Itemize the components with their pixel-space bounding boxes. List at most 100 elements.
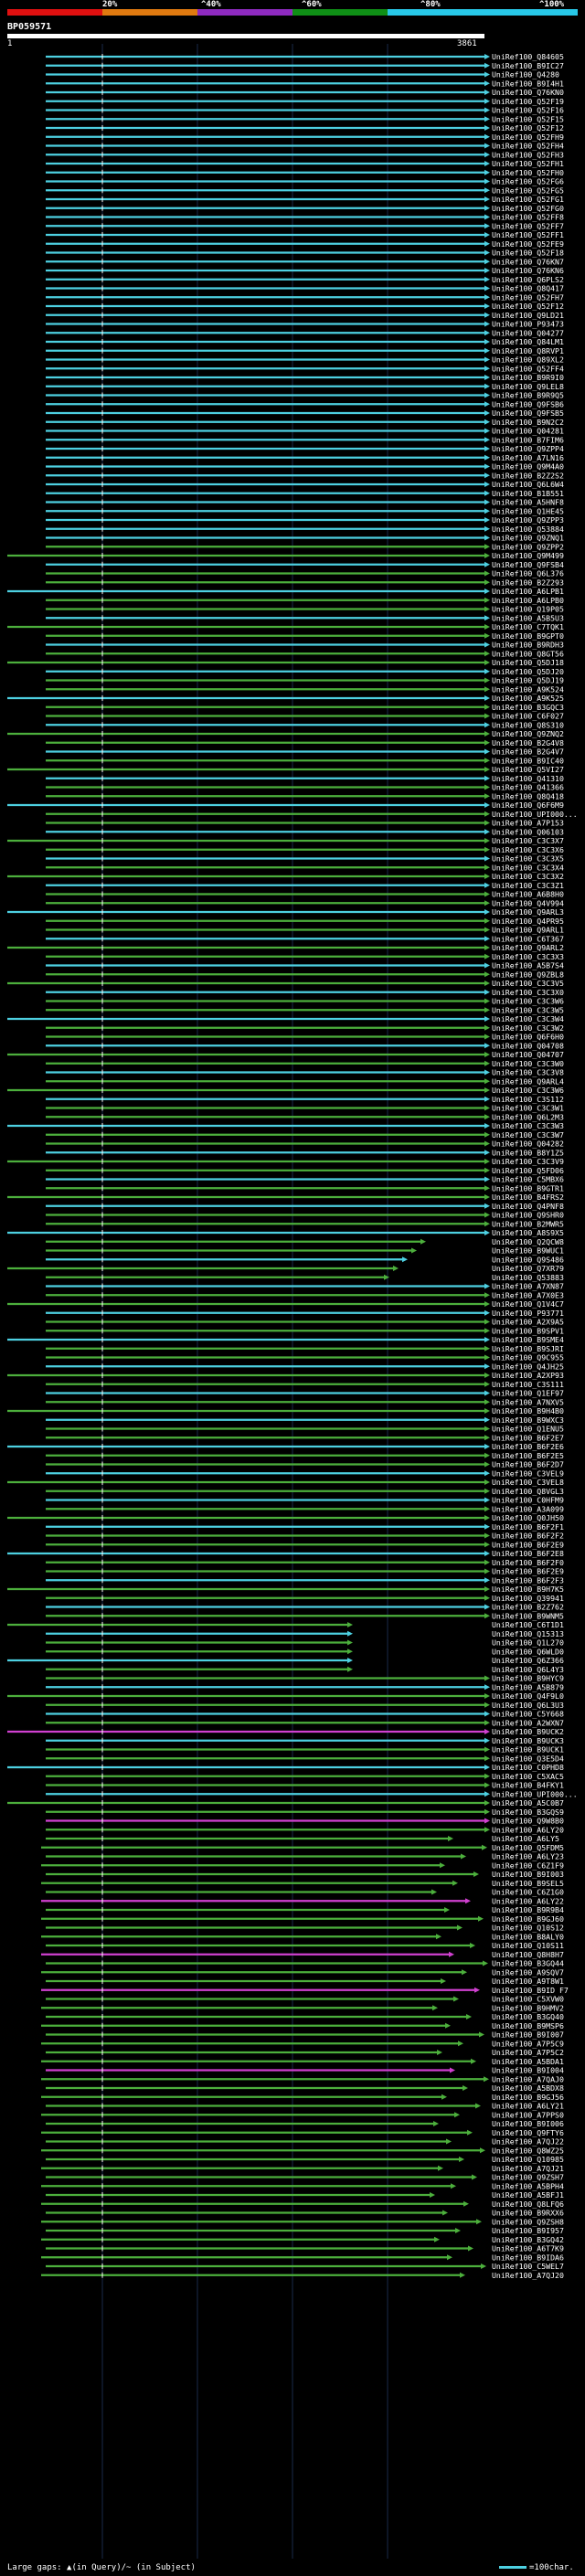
hit-label[interactable]: UniRef100_Q9FSB4	[492, 560, 564, 569]
hit-row[interactable]: UniRef100_Q52FH0	[46, 168, 564, 177]
hit-row[interactable]: UniRef100_C3C3W7	[46, 1130, 564, 1140]
hit-row[interactable]: UniRef100_B9R9Q5	[46, 391, 564, 400]
hit-row[interactable]: UniRef100_Q52F12	[46, 123, 564, 133]
hit-row[interactable]: UniRef100_B9IC40	[46, 756, 564, 765]
hit-label[interactable]: UniRef100_B9WNM5	[492, 1611, 564, 1620]
hit-row[interactable]: UniRef100_B9N2C2	[46, 418, 564, 427]
hit-row[interactable]: UniRef100_Q10S12	[46, 1924, 564, 1933]
hit-label[interactable]: UniRef100_B3GQ44	[492, 1959, 564, 1968]
hit-row[interactable]: UniRef100_B9RXX6	[46, 2209, 564, 2218]
hit-row[interactable]: UniRef100_B6F2E8	[7, 1549, 564, 1558]
hit-row[interactable]: UniRef100_Q1ENU5	[46, 1425, 564, 1434]
hit-label[interactable]: UniRef100_C3C3V8	[492, 1068, 564, 1077]
hit-label[interactable]: UniRef100_B9R9I0	[492, 373, 564, 382]
hit-row[interactable]: UniRef100_A7P5C2	[46, 2048, 564, 2057]
hit-row[interactable]: UniRef100_Q4JH25	[46, 1362, 564, 1371]
hit-label[interactable]: UniRef100_B9I004	[492, 2066, 564, 2075]
hit-label[interactable]: UniRef100_Q52FF8	[492, 213, 564, 222]
hit-label[interactable]: UniRef100_B9SEL5	[492, 1879, 564, 1888]
hit-label[interactable]: UniRef100_B9UCK3	[492, 1736, 564, 1745]
hit-label[interactable]: UniRef100_A2WXN7	[492, 1718, 564, 1727]
hit-row[interactable]: UniRef100_Q6L3U3	[46, 1701, 564, 1710]
hit-row[interactable]: UniRef100_A7NXV5	[46, 1397, 564, 1406]
hit-row[interactable]: UniRef100_Q84LM1	[46, 337, 564, 346]
hit-row[interactable]: UniRef100_Q52F15	[46, 114, 564, 123]
hit-row[interactable]: UniRef100_C3C3V8	[46, 1068, 564, 1077]
hit-row[interactable]: UniRef100_A2XP93	[7, 1371, 564, 1380]
hit-label[interactable]: UniRef100_B2G4V7	[492, 747, 564, 757]
hit-label[interactable]: UniRef100_C3C3W3	[492, 1121, 564, 1130]
hit-label[interactable]: UniRef100_Q52FH7	[492, 292, 564, 302]
hit-label[interactable]: UniRef100_Q52FG6	[492, 177, 564, 186]
hit-row[interactable]: UniRef100_A6LY22	[41, 1896, 564, 1905]
hit-label[interactable]: UniRef100_B9I007	[492, 2030, 564, 2040]
hit-row[interactable]: UniRef100_Q10985	[46, 2155, 564, 2164]
hit-label[interactable]: UniRef100_B9R9Q5	[492, 391, 564, 400]
hit-row[interactable]: UniRef100_B9WNM5	[46, 1611, 564, 1620]
hit-row[interactable]: UniRef100_A5B5U3	[46, 613, 564, 622]
hit-label[interactable]: UniRef100_Q19P05	[492, 605, 564, 614]
hit-row[interactable]: UniRef100_A5BFJ1	[46, 2190, 564, 2200]
hit-row[interactable]: UniRef100_C7TQK1	[7, 622, 564, 631]
hit-label[interactable]: UniRef100_P93771	[492, 1309, 564, 1318]
hit-row[interactable]: UniRef100_C3C3V9	[7, 1157, 564, 1166]
hit-label[interactable]: UniRef100_B9HYC9	[492, 1674, 564, 1683]
hit-row[interactable]: UniRef100_Q76KN7	[46, 257, 564, 266]
hit-label[interactable]: UniRef100_Q9LD21	[492, 311, 564, 320]
hit-row[interactable]: UniRef100_B8Y1Z5	[46, 1148, 564, 1157]
hit-row[interactable]: UniRef100_A2WXN7	[46, 1718, 564, 1727]
hit-label[interactable]: UniRef100_Q6L376	[492, 569, 564, 578]
hit-label[interactable]: UniRef100_A7NXV5	[492, 1397, 564, 1406]
hit-row[interactable]: UniRef100_B3GQ40	[46, 2012, 564, 2021]
hit-row[interactable]: UniRef100_Q9ZSH7	[46, 2173, 564, 2182]
hit-label[interactable]: UniRef100_UPI000...	[492, 810, 578, 819]
hit-label[interactable]: UniRef100_Q76KN7	[492, 257, 564, 266]
hit-row[interactable]: UniRef100_B6F2F3	[46, 1575, 564, 1585]
hit-label[interactable]: UniRef100_A6LPB1	[492, 587, 564, 596]
hit-label[interactable]: UniRef100_Q52F12	[492, 123, 564, 133]
hit-label[interactable]: UniRef100_Q1ENU5	[492, 1425, 564, 1434]
hit-row[interactable]: UniRef100_A6B8H0	[46, 890, 564, 899]
hit-label[interactable]: UniRef100_Q52FG0	[492, 204, 564, 213]
hit-label[interactable]: UniRef100_C3S112	[492, 1095, 564, 1104]
hit-label[interactable]: UniRef100_C5WEL7	[492, 2262, 564, 2271]
hit-row[interactable]: UniRef100_A6LY23	[46, 1852, 564, 1861]
hit-label[interactable]: UniRef100_C3C3W7	[492, 1130, 564, 1140]
hit-row[interactable]: UniRef100_B6F2E6	[7, 1442, 564, 1451]
hit-label[interactable]: UniRef100_Q5VI27	[492, 765, 564, 774]
hit-row[interactable]: UniRef100_Q4F9L0	[7, 1691, 564, 1701]
hit-row[interactable]: UniRef100_Q8RVP1	[46, 346, 564, 355]
hit-label[interactable]: UniRef100_A5BPH4	[492, 2181, 564, 2190]
hit-row[interactable]: UniRef100_Q84605	[46, 52, 564, 61]
hit-row[interactable]: UniRef100_B9GPT0	[46, 631, 564, 641]
hit-label[interactable]: UniRef100_Q9M4A0	[492, 462, 564, 472]
hit-label[interactable]: UniRef100_B9UCK1	[492, 1745, 564, 1754]
hit-label[interactable]: UniRef100_B3GQS9	[492, 1807, 564, 1817]
hit-label[interactable]: UniRef100_Q8S310	[492, 720, 564, 729]
hit-row[interactable]: UniRef100_Q04282	[46, 1140, 564, 1149]
hit-row[interactable]: UniRef100_C5MBX6	[46, 1175, 564, 1184]
hit-label[interactable]: UniRef100_B9GJ60	[492, 1914, 564, 1924]
hit-label[interactable]: UniRef100_C3C3W1	[492, 1104, 564, 1113]
hit-row[interactable]: UniRef100_Q1HE45	[46, 506, 564, 515]
hit-label[interactable]: UniRef100_A7P5C2	[492, 2048, 564, 2057]
hit-label[interactable]: UniRef100_Q7XR79	[492, 1264, 564, 1273]
hit-label[interactable]: UniRef100_Q52FH1	[492, 159, 564, 168]
hit-row[interactable]: UniRef100_A5HNF8	[46, 498, 564, 507]
hit-label[interactable]: UniRef100_A5B7S4	[492, 961, 564, 970]
hit-label[interactable]: UniRef100_Q1HE45	[492, 506, 564, 515]
hit-label[interactable]: UniRef100_C3C3W0	[492, 1059, 564, 1068]
hit-label[interactable]: UniRef100_C3VEL8	[492, 1478, 564, 1487]
hit-label[interactable]: UniRef100_A7QJ20	[492, 2271, 564, 2280]
hit-row[interactable]: UniRef100_A7QJ21	[41, 2164, 564, 2173]
hit-row[interactable]: UniRef100_A9K525	[7, 694, 564, 703]
hit-label[interactable]: UniRef100_Q9ZPP3	[492, 515, 564, 525]
hit-row[interactable]: UniRef100_B9I4H1	[46, 79, 564, 88]
hit-label[interactable]: UniRef100_Q04707	[492, 1050, 564, 1059]
hit-label[interactable]: UniRef100_Q8LFQ6	[492, 2200, 564, 2209]
hit-row[interactable]: UniRef100_Q8H8H7	[41, 1950, 564, 1959]
hit-label[interactable]: UniRef100_A6LY23	[492, 1852, 564, 1861]
hit-label[interactable]: UniRef100_Q9FSB6	[492, 399, 564, 408]
hit-row[interactable]: UniRef100_B9IDA6	[41, 2253, 564, 2262]
hit-label[interactable]: UniRef100_B9IDA6	[492, 2253, 564, 2262]
